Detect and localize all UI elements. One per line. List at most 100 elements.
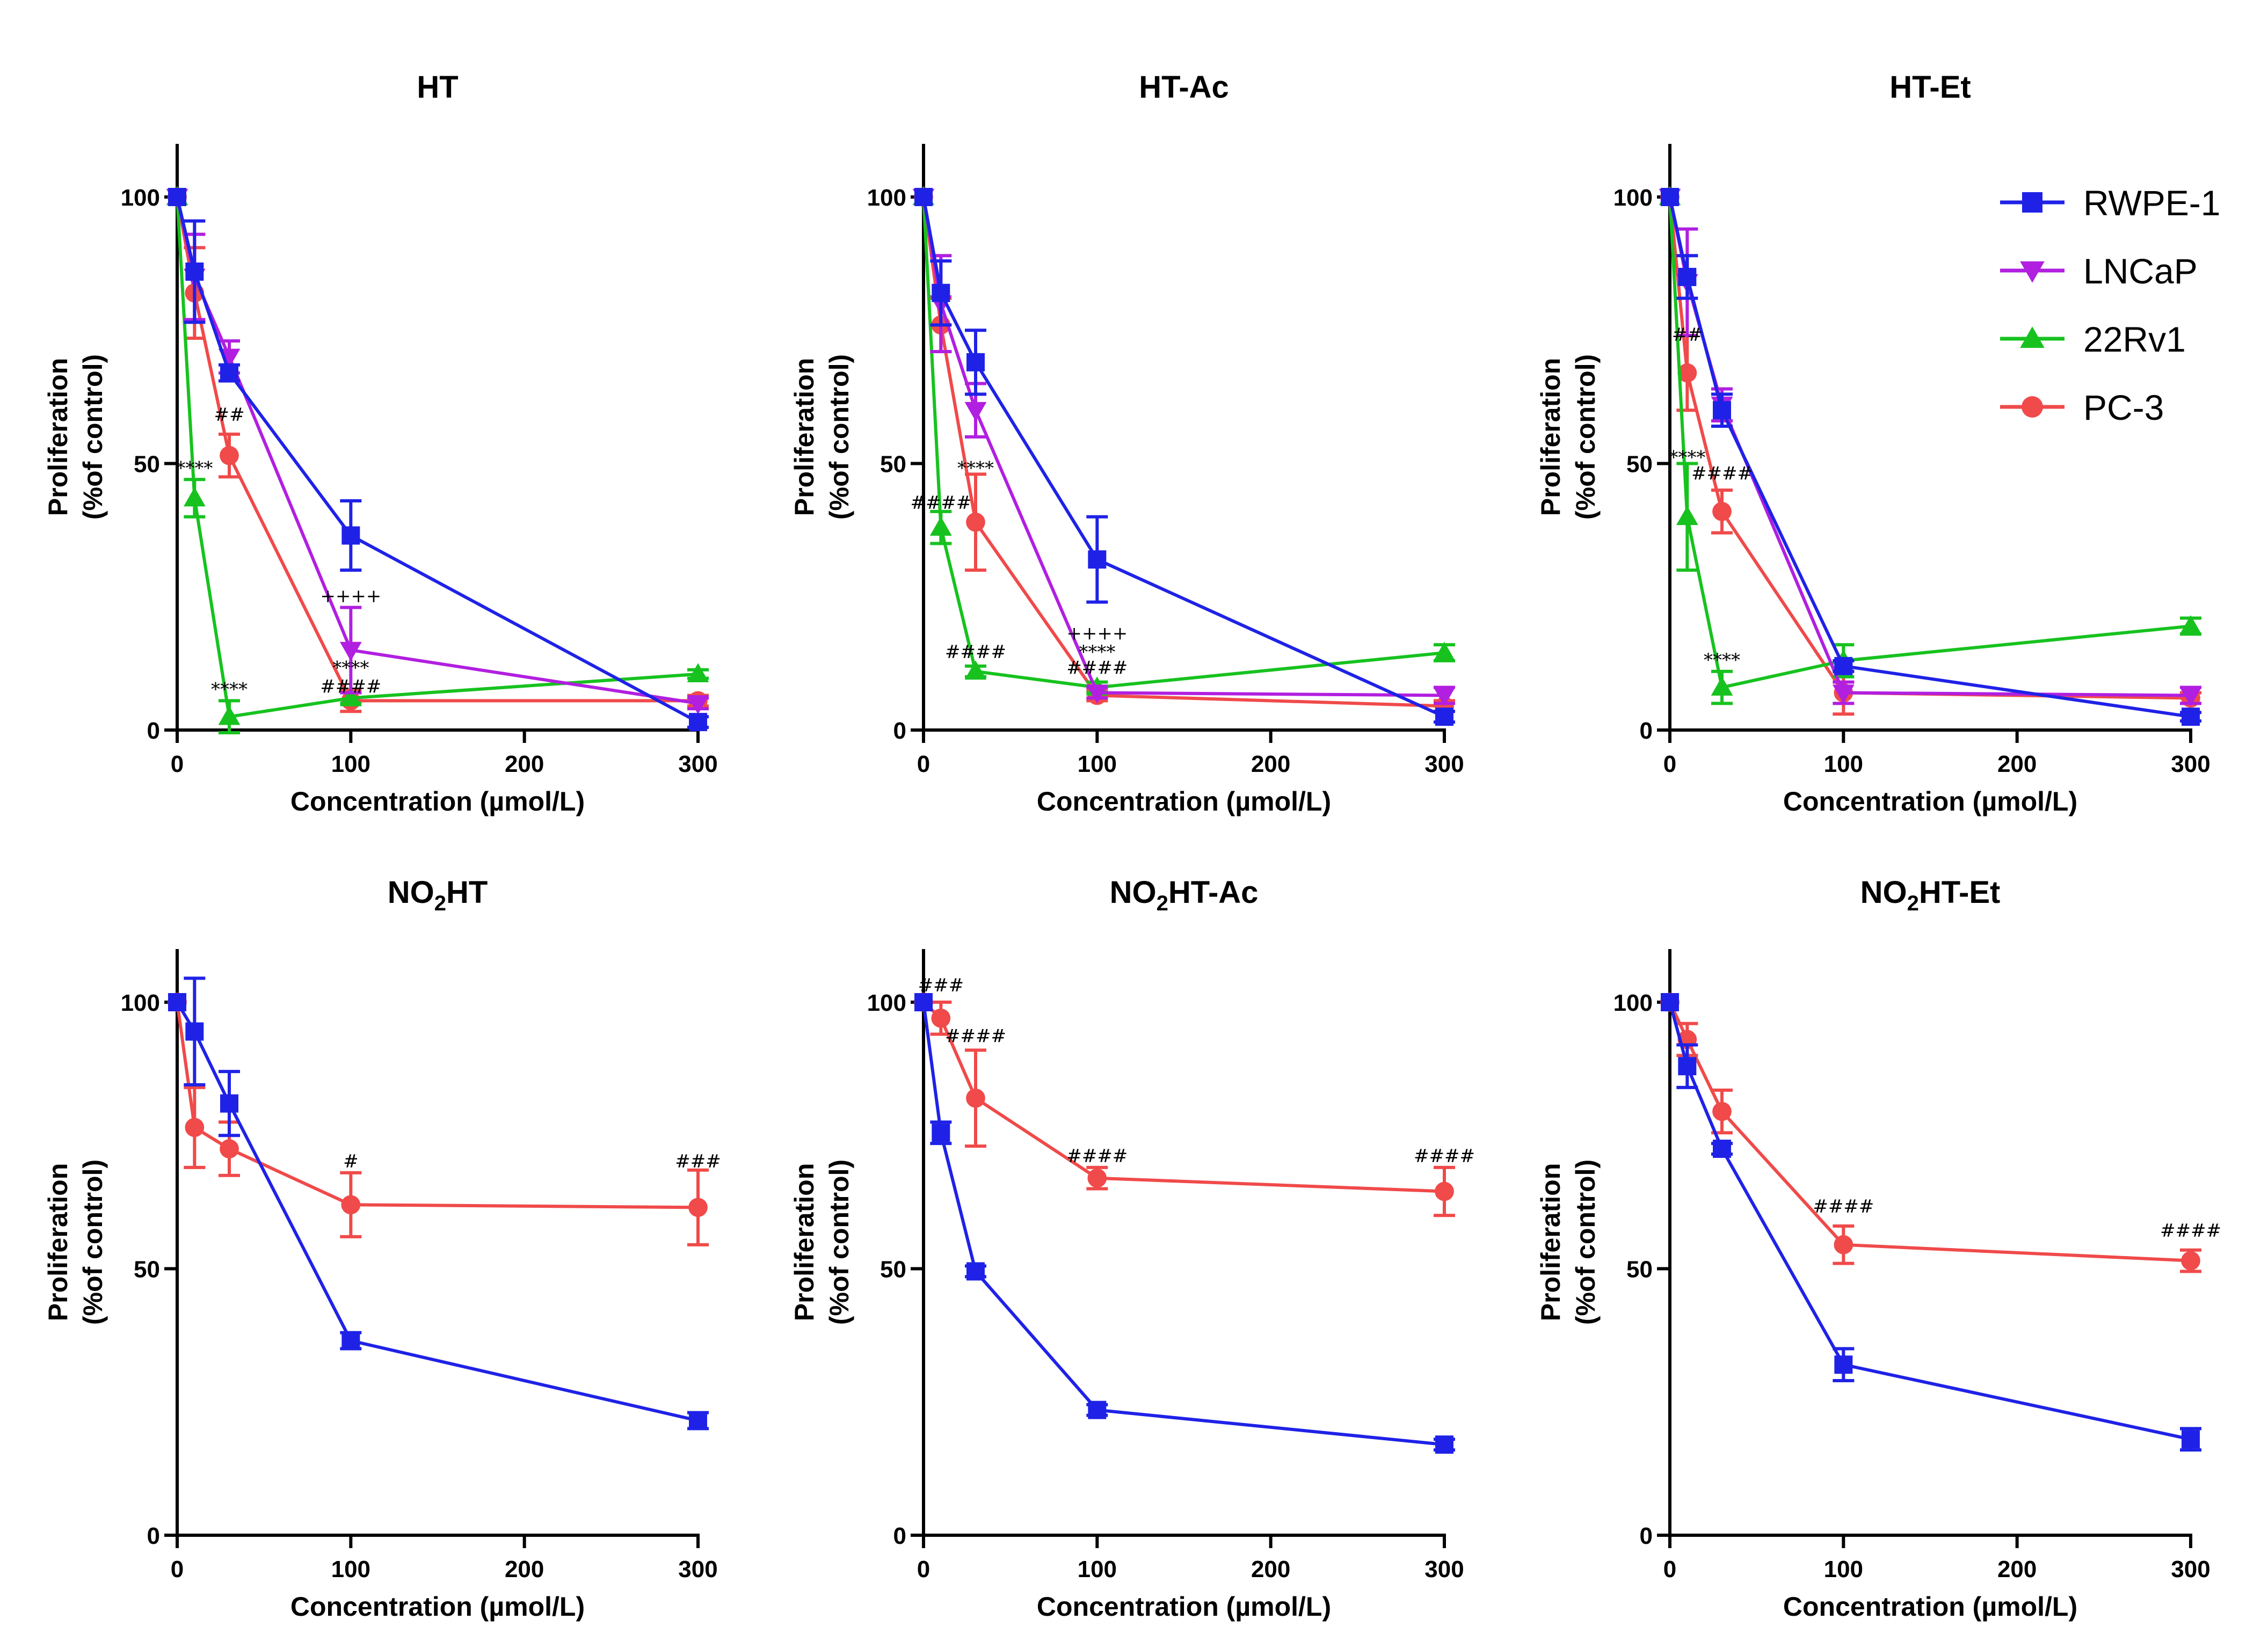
x-tick-label: 200 <box>1997 1556 2037 1582</box>
legend-item-22rv1: 22Rv1 <box>2000 319 2186 359</box>
y-axis-label: Proliferation <box>1536 1163 1566 1321</box>
chart-title-subscript: 2 <box>434 892 446 915</box>
data-point <box>1677 363 1697 383</box>
y-axis-label: (%of control) <box>1571 354 1601 520</box>
significance-annotation: #### <box>945 1025 1006 1047</box>
y-tick-label: 100 <box>867 990 906 1016</box>
data-point <box>1086 684 1108 704</box>
data-point <box>220 1139 239 1158</box>
legend-marker <box>2020 261 2045 283</box>
data-point <box>931 1008 951 1028</box>
x-axis-label: Concentration (µmol/L) <box>1037 786 1331 816</box>
y-axis-label: (%of control) <box>824 1159 854 1325</box>
chart-title-part: HT-Et <box>1919 875 2000 910</box>
x-tick-label: 0 <box>171 751 184 777</box>
data-point <box>687 695 709 714</box>
x-axis-label: Concentration (µmol/L) <box>1037 1592 1331 1622</box>
x-tick-label: 100 <box>331 751 370 777</box>
data-point <box>1711 676 1733 696</box>
data-point <box>218 705 241 725</box>
y-axis-label: (%of control) <box>78 354 108 520</box>
y-tick-label: 50 <box>134 451 160 478</box>
x-tick-label: 100 <box>1824 751 1863 777</box>
data-point <box>341 526 360 545</box>
data-point <box>1713 401 1731 420</box>
x-tick-label: 100 <box>1078 1556 1117 1582</box>
series-line <box>176 196 699 705</box>
chart-title: NO2HT-Ac <box>1110 875 1259 915</box>
significance-annotation: #### <box>910 492 971 514</box>
data-point <box>1832 684 1855 704</box>
significance-annotation: **** <box>332 658 369 679</box>
data-point <box>964 660 987 680</box>
series-line <box>922 196 1445 708</box>
data-point <box>929 516 952 536</box>
data-point <box>185 262 204 281</box>
significance-annotation: **** <box>1704 650 1740 671</box>
data-point <box>964 402 987 421</box>
data-point <box>689 1411 707 1430</box>
y-tick-label: 50 <box>880 451 906 478</box>
y-tick-label: 0 <box>1640 718 1653 744</box>
data-point <box>2181 1251 2200 1271</box>
y-tick-label: 50 <box>880 1257 906 1283</box>
data-point <box>1435 1181 1454 1201</box>
data-point <box>914 188 933 206</box>
chart-title: NO2HT-Et <box>1860 875 2001 915</box>
x-tick-label: 200 <box>1251 751 1290 777</box>
legend-marker <box>2022 192 2042 213</box>
y-tick-label: 0 <box>147 718 160 744</box>
data-point <box>966 512 985 532</box>
y-tick-label: 0 <box>1640 1523 1653 1549</box>
data-point <box>2182 1430 2200 1449</box>
y-axis-label: (%of control) <box>1571 1159 1601 1325</box>
chart-title-part: HT-Ac <box>1168 875 1259 910</box>
y-tick-label: 100 <box>1613 990 1653 1016</box>
data-point <box>932 283 950 302</box>
series-line <box>1668 1001 2191 1263</box>
legend-item-pc-3: PC-3 <box>2000 388 2164 427</box>
series-pc-3 <box>1660 993 2201 1273</box>
x-tick-label: 200 <box>1251 1556 1290 1582</box>
x-axis-label: Concentration (µmol/L) <box>290 786 585 816</box>
y-tick-label: 100 <box>121 990 160 1016</box>
y-tick-label: 0 <box>893 1523 906 1549</box>
significance-annotation: ### <box>675 1151 721 1172</box>
significance-annotation: **** <box>176 457 213 479</box>
x-tick-label: 0 <box>1663 1556 1676 1582</box>
x-tick-label: 0 <box>917 751 930 777</box>
chart-title-part: NO <box>388 875 434 910</box>
significance-annotation: ### <box>918 975 964 996</box>
legend-label: RWPE-1 <box>2083 183 2221 223</box>
y-tick-label: 100 <box>1613 185 1653 211</box>
data-point <box>689 713 707 732</box>
series-22rv1 <box>912 186 1456 696</box>
significance-annotation: # <box>343 1151 359 1172</box>
data-point <box>1834 656 1853 675</box>
data-point <box>220 1094 238 1113</box>
data-point <box>2179 615 2202 634</box>
y-axis-label: Proliferation <box>43 1163 73 1321</box>
series-lncap <box>912 188 1456 706</box>
x-tick-label: 0 <box>171 1556 184 1582</box>
data-point <box>914 993 933 1011</box>
y-tick-label: 0 <box>893 718 906 744</box>
data-point <box>1661 188 1679 206</box>
significance-annotation: #### <box>2160 1220 2221 1242</box>
series-lncap <box>166 188 709 714</box>
data-point <box>932 1124 950 1142</box>
data-point <box>185 1118 205 1137</box>
significance-annotation: #### <box>1066 658 1128 679</box>
significance-annotation: ## <box>1672 324 1703 346</box>
legend-label: LNCaP <box>2083 251 2198 291</box>
y-axis-label: Proliferation <box>43 358 73 516</box>
significance-annotation: **** <box>1079 641 1115 663</box>
chart-title: NO2HT <box>388 875 488 915</box>
y-tick-label: 50 <box>134 1257 160 1283</box>
chart-panel-2: HT-Ac 0 50 100 0 100 200 300 Concentration (µmol… <box>789 70 1464 816</box>
x-tick-label: 300 <box>1424 751 1464 777</box>
chart-panel-1: HT 0 50 100 0 100 200 300 Concentration (µmol/L)… <box>43 70 718 816</box>
series-rwpe-1 <box>1661 188 2201 726</box>
legend: RWPE-1 LNCaP 22Rv1 PC-3 <box>2000 183 2221 427</box>
data-point <box>1712 1102 1732 1121</box>
